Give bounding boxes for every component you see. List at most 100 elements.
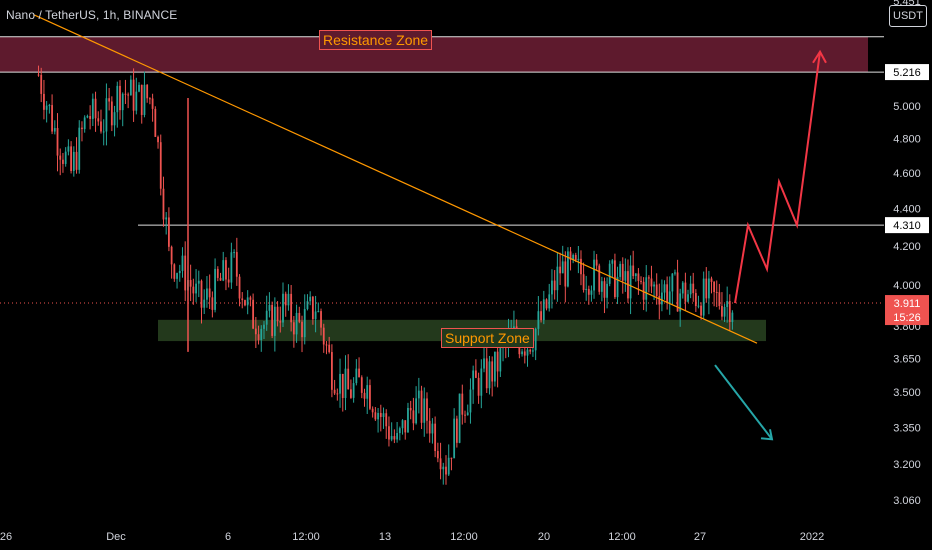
price-tick-label-top: 5.451 xyxy=(893,0,921,8)
candle-body xyxy=(488,361,491,389)
candle-body xyxy=(702,278,705,316)
candle-body xyxy=(56,128,59,156)
candle-body xyxy=(89,116,92,119)
candle-body xyxy=(333,389,336,394)
candle-body xyxy=(428,420,431,434)
candle-body xyxy=(409,407,412,411)
candle-body xyxy=(687,294,689,302)
candle-body xyxy=(276,306,279,322)
candle-body xyxy=(105,98,108,132)
candle-body xyxy=(545,299,548,309)
candle-body xyxy=(317,311,320,313)
candle-body xyxy=(532,350,534,352)
candle-body xyxy=(585,288,588,290)
candle-body xyxy=(681,282,684,294)
candle-body xyxy=(273,306,276,336)
candle-body xyxy=(434,423,437,452)
bullish-projection-arrow xyxy=(734,51,821,304)
price-tick-label: 4.200 xyxy=(893,241,921,253)
candle-body xyxy=(553,280,556,291)
candle-body xyxy=(611,260,614,264)
candle-body xyxy=(347,368,350,390)
candle-body xyxy=(379,413,382,417)
candle-body xyxy=(195,283,197,294)
candle-body xyxy=(83,117,86,130)
candle-body xyxy=(600,281,603,292)
candle-body xyxy=(181,255,184,271)
currency-selector-button[interactable]: USDT xyxy=(889,5,927,27)
candle-body xyxy=(189,280,192,287)
candle-body xyxy=(412,410,415,424)
price-tick-label: 3.200 xyxy=(893,459,921,471)
descending-trendline xyxy=(34,14,758,344)
candle-body xyxy=(241,298,244,301)
price-tick-label: 4.800 xyxy=(893,134,921,146)
time-tick-label: 2022 xyxy=(800,531,824,543)
bearish-arrowhead xyxy=(760,429,774,441)
candle-body xyxy=(81,127,83,130)
candle-body xyxy=(697,305,700,307)
candle-body xyxy=(721,305,723,317)
candle-body xyxy=(542,299,545,321)
candle-body xyxy=(178,270,181,274)
candle-body xyxy=(728,300,731,323)
candle-body xyxy=(603,281,606,298)
candle-body xyxy=(70,146,72,172)
candle-body xyxy=(496,351,499,372)
candle-body xyxy=(494,351,496,382)
candle-body xyxy=(151,98,154,109)
candle-body xyxy=(113,112,116,126)
candle-body xyxy=(477,377,480,396)
candle-body xyxy=(526,349,529,356)
candle-body xyxy=(222,260,225,281)
time-tick-label: 12:00 xyxy=(292,531,320,543)
candle-body xyxy=(314,311,317,320)
candle-body xyxy=(252,299,255,329)
candle-body xyxy=(214,268,216,310)
candle-body xyxy=(127,94,130,96)
candle-body xyxy=(420,390,423,423)
candle-body xyxy=(466,412,469,416)
candle-body xyxy=(124,93,127,95)
price-tick-label: 3.350 xyxy=(893,422,921,434)
candle-body xyxy=(396,433,398,440)
candle-body xyxy=(653,284,655,287)
candle-body xyxy=(59,155,62,160)
candle-body xyxy=(647,277,650,279)
price-label-value: 4.310 xyxy=(893,220,921,232)
candle-body xyxy=(577,258,580,261)
candle-body xyxy=(472,370,475,390)
time-tick-label: 20 xyxy=(538,531,550,543)
candle-body xyxy=(447,457,450,475)
candle-body xyxy=(407,407,409,433)
candle-body xyxy=(216,268,219,278)
price-tick-label: 4.400 xyxy=(893,204,921,216)
candle-body xyxy=(360,377,363,393)
candle-body xyxy=(715,291,718,293)
candle-body xyxy=(574,254,577,261)
candle-body xyxy=(417,390,420,399)
time-tick-label: 6 xyxy=(225,531,231,543)
candle-body xyxy=(366,385,369,399)
candle-body xyxy=(336,393,339,395)
candle-body xyxy=(398,428,401,434)
candle-body xyxy=(121,93,124,111)
candle-body xyxy=(208,288,211,298)
candle-body xyxy=(658,296,661,305)
candle-body xyxy=(227,279,230,283)
chart-header-title: Nano / TetherUS, 1h, BINANCE xyxy=(6,8,178,22)
candle-body xyxy=(598,265,601,292)
candle-body xyxy=(290,293,293,323)
candle-body xyxy=(513,326,515,330)
candle-body xyxy=(235,252,238,277)
candle-body xyxy=(341,373,344,398)
candle-body xyxy=(40,74,43,94)
candle-body xyxy=(197,280,200,284)
candle-body xyxy=(559,266,561,274)
candle-body xyxy=(322,327,325,345)
bullish-arrowhead xyxy=(812,49,827,64)
candle-body xyxy=(705,278,708,299)
candle-body xyxy=(464,414,466,416)
